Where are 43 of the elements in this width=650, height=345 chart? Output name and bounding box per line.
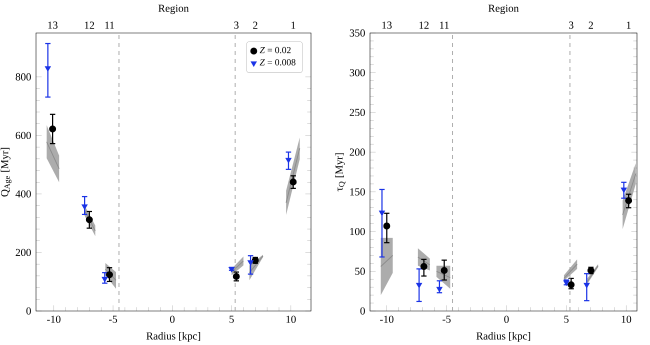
y-tick-label: 350	[350, 29, 365, 37]
text: 11	[105, 22, 114, 29]
x-tick-label: 0	[170, 316, 175, 323]
y-axis-title: Q$_{Age}$ [Myr]	[0, 148, 12, 196]
y-tick-label: 150	[350, 188, 365, 196]
x-tick-label: -10	[380, 316, 394, 323]
x-tick-label: 10	[622, 316, 632, 323]
legend-label: Z = 0.02	[260, 46, 291, 54]
x-axis-title: Radius [kpc]	[476, 332, 530, 342]
text: 12	[419, 22, 429, 29]
y-tick-label: 0	[26, 307, 31, 315]
y-tick-label: 100	[350, 228, 365, 236]
text: 3	[568, 22, 574, 29]
y-tick-label: 0	[360, 307, 365, 315]
text: Region	[158, 4, 189, 14]
y-tick-label: 250	[350, 108, 365, 116]
y-tick-label: 50	[355, 268, 365, 275]
x-tick-label: -5	[442, 316, 451, 323]
x-tick-label: 5	[230, 316, 234, 323]
x-tick-label: -5	[109, 316, 118, 323]
x-tick-label: 10	[286, 316, 296, 323]
x-tick-label: -10	[47, 316, 60, 323]
text: 3	[234, 22, 239, 29]
x-axis-title: Radius [kpc]	[146, 332, 200, 342]
y-tick-label: 800	[16, 73, 31, 80]
y-tick-label: 600	[16, 132, 31, 140]
text: 13	[48, 22, 58, 29]
text: 13	[382, 22, 392, 29]
text: 2	[253, 22, 258, 29]
text: 1	[626, 22, 631, 29]
text: Region	[488, 4, 519, 14]
y-axis-title: τ$_{Q}$ [Myr]	[335, 153, 346, 192]
x-tick-label: 0	[504, 316, 509, 323]
y-tick-label: 300	[350, 69, 365, 76]
text: 11	[440, 22, 449, 29]
y-tick-label: 200	[16, 248, 31, 256]
y-tick-label: 200	[350, 148, 365, 156]
legend-label: Z = 0.008	[260, 59, 296, 66]
y-tick-label: 400	[16, 190, 31, 198]
x-tick-label: 5	[564, 316, 569, 323]
text: 1	[291, 22, 296, 29]
text: 12	[84, 22, 94, 29]
text: 2	[588, 22, 593, 29]
